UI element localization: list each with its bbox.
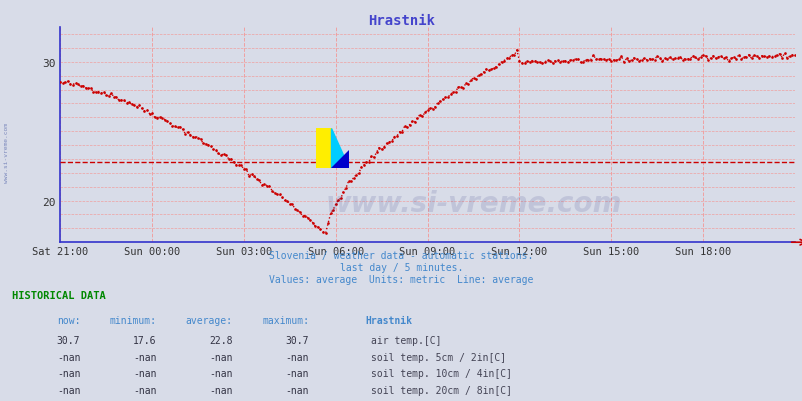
Text: soil temp. 10cm / 4in[C]: soil temp. 10cm / 4in[C] xyxy=(371,369,512,379)
Text: HISTORICAL DATA: HISTORICAL DATA xyxy=(12,291,106,301)
Text: -nan: -nan xyxy=(133,385,156,395)
Text: soil temp. 5cm / 2in[C]: soil temp. 5cm / 2in[C] xyxy=(371,352,505,362)
Text: -nan: -nan xyxy=(133,369,156,379)
Text: minimum:: minimum: xyxy=(109,316,156,326)
Text: last day / 5 minutes.: last day / 5 minutes. xyxy=(339,263,463,273)
Text: -nan: -nan xyxy=(57,352,80,362)
Text: -nan: -nan xyxy=(286,369,309,379)
Text: Values: average  Units: metric  Line: average: Values: average Units: metric Line: aver… xyxy=(269,275,533,285)
Text: 22.8: 22.8 xyxy=(209,335,233,345)
Text: Hrastnik: Hrastnik xyxy=(367,14,435,28)
Text: -nan: -nan xyxy=(209,385,233,395)
Polygon shape xyxy=(330,150,349,168)
Polygon shape xyxy=(330,128,349,168)
Text: average:: average: xyxy=(185,316,233,326)
Text: -nan: -nan xyxy=(57,385,80,395)
Text: -nan: -nan xyxy=(209,352,233,362)
Text: 17.6: 17.6 xyxy=(133,335,156,345)
Text: -nan: -nan xyxy=(286,352,309,362)
Text: -nan: -nan xyxy=(133,352,156,362)
Text: air temp.[C]: air temp.[C] xyxy=(371,335,441,345)
Text: Hrastnik: Hrastnik xyxy=(365,316,412,326)
Text: maximum:: maximum: xyxy=(261,316,309,326)
Text: www.si-vreme.com: www.si-vreme.com xyxy=(4,122,9,182)
Polygon shape xyxy=(315,128,330,168)
Text: -nan: -nan xyxy=(57,369,80,379)
Text: -nan: -nan xyxy=(286,385,309,395)
Text: 30.7: 30.7 xyxy=(286,335,309,345)
Text: soil temp. 20cm / 8in[C]: soil temp. 20cm / 8in[C] xyxy=(371,385,512,395)
Text: Slovenia / weather data - automatic stations.: Slovenia / weather data - automatic stat… xyxy=(269,251,533,261)
Text: -nan: -nan xyxy=(209,369,233,379)
Text: 30.7: 30.7 xyxy=(57,335,80,345)
Text: www.si-vreme.com: www.si-vreme.com xyxy=(325,190,621,218)
Text: now:: now: xyxy=(57,316,80,326)
